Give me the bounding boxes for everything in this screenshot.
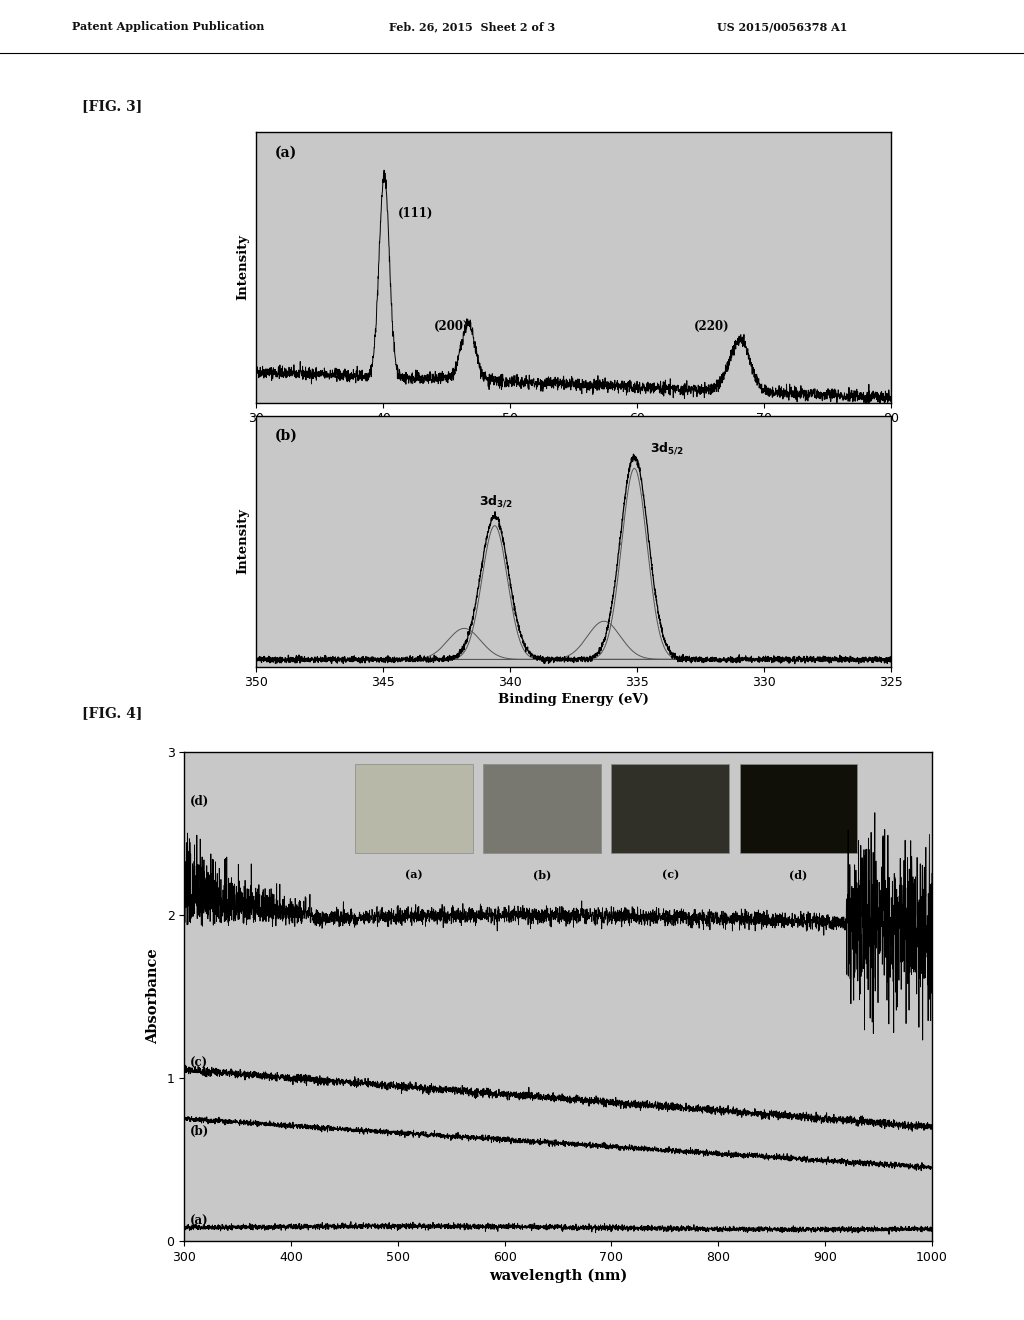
Bar xyxy=(739,764,857,853)
Text: US 2015/0056378 A1: US 2015/0056378 A1 xyxy=(717,21,847,32)
Text: (c): (c) xyxy=(662,870,679,880)
Text: (b): (b) xyxy=(275,428,298,442)
Text: (a): (a) xyxy=(189,1214,208,1228)
Text: (a): (a) xyxy=(406,870,423,880)
Text: $\mathbf{3d_{5/2}}$: $\mathbf{3d_{5/2}}$ xyxy=(649,441,684,457)
Text: (200): (200) xyxy=(434,321,469,334)
Y-axis label: Absorbance: Absorbance xyxy=(145,949,160,1044)
Text: [FIG. 4]: [FIG. 4] xyxy=(82,706,142,719)
Text: Feb. 26, 2015  Sheet 2 of 3: Feb. 26, 2015 Sheet 2 of 3 xyxy=(389,21,555,32)
Text: (d): (d) xyxy=(790,870,808,880)
Text: (b): (b) xyxy=(532,870,551,880)
X-axis label: Binding Energy (eV): Binding Energy (eV) xyxy=(498,693,649,706)
Bar xyxy=(483,764,601,853)
X-axis label: 2 Theta (degree): 2 Theta (degree) xyxy=(512,429,635,442)
Y-axis label: Intensity: Intensity xyxy=(237,235,249,301)
Y-axis label: Intensity: Intensity xyxy=(237,508,249,574)
Text: [FIG. 3]: [FIG. 3] xyxy=(82,99,142,112)
Text: (220): (220) xyxy=(694,321,730,334)
Text: (a): (a) xyxy=(275,145,297,160)
Text: $\mathbf{3d_{3/2}}$: $\mathbf{3d_{3/2}}$ xyxy=(479,494,514,508)
Text: (111): (111) xyxy=(398,207,433,220)
Bar xyxy=(611,764,729,853)
Text: Patent Application Publication: Patent Application Publication xyxy=(72,21,264,32)
Text: (b): (b) xyxy=(189,1125,209,1138)
X-axis label: wavelength (nm): wavelength (nm) xyxy=(488,1269,628,1283)
Bar xyxy=(355,764,473,853)
Text: (d): (d) xyxy=(189,795,209,808)
Text: (c): (c) xyxy=(189,1056,208,1069)
